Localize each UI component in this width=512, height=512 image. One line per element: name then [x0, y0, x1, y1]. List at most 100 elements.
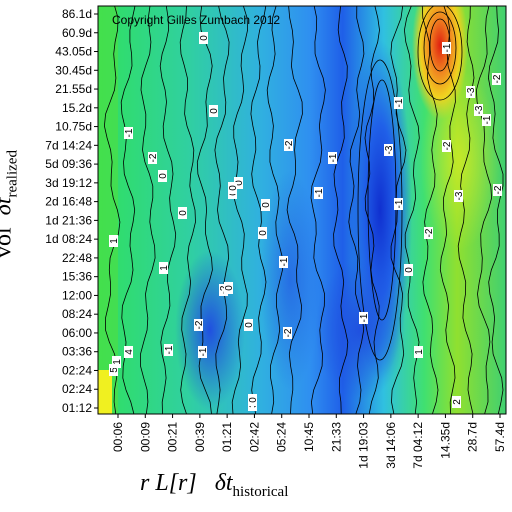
x-tick-label: 02:42	[247, 422, 261, 452]
x-tick-label: 7d 04:12	[411, 422, 425, 469]
contour-label: 0	[199, 32, 210, 44]
svg-text:-2: -2	[148, 153, 159, 162]
contour-line	[250, 6, 267, 414]
svg-text:-2: -2	[424, 228, 435, 237]
svg-text:1: 1	[414, 349, 425, 355]
x-tick-label: 1d 19:03	[357, 422, 371, 469]
contour-ring	[423, 11, 457, 85]
contour-label: 0	[158, 170, 169, 182]
svg-text:4: 4	[124, 349, 135, 355]
svg-text:0: 0	[244, 322, 255, 328]
contour-label: 0	[404, 264, 415, 276]
contour-label: -1	[164, 344, 175, 356]
svg-text:-2: -2	[493, 185, 504, 194]
svg-text:0: 0	[404, 267, 415, 273]
contour-line	[348, 6, 365, 414]
svg-text:-1: -1	[328, 153, 339, 162]
x-tick-label: 14.35d	[438, 422, 452, 459]
x-tick-label: 00:21	[166, 422, 180, 452]
contour-label: -2	[442, 140, 453, 152]
contour-label: 0	[178, 207, 189, 219]
contour-line	[333, 6, 349, 414]
x-tick-label: 00:06	[111, 422, 125, 452]
contour-line	[310, 6, 326, 414]
contour-label: 0	[261, 199, 272, 211]
contour-label: -2	[284, 139, 295, 151]
svg-text:5: 5	[109, 367, 120, 373]
y-tick-label: 02:24	[62, 363, 92, 377]
y-tick-label: 22:48	[62, 251, 92, 265]
contour-label: -1	[482, 114, 493, 126]
x-tick-label: 05:24	[275, 422, 289, 452]
y-tick-label: 03:36	[62, 345, 92, 359]
y-tick-label: 43.05d	[55, 45, 92, 59]
y-tick-label: 21.55d	[55, 82, 92, 96]
x-tick-label: 00:39	[193, 422, 207, 452]
svg-text:-2: -2	[442, 141, 453, 150]
svg-text:-1: -1	[314, 188, 325, 197]
svg-text:0: 0	[258, 230, 269, 236]
contour-ring	[417, 6, 463, 101]
contour-label: -1	[359, 312, 370, 324]
contour-line	[421, 6, 439, 414]
svg-text:0: 0	[158, 173, 169, 179]
y-tick-label: 08:24	[62, 307, 92, 321]
y-tick-label: 2d 16:48	[45, 195, 92, 209]
x-tick-label: 10:45	[302, 422, 316, 452]
y-tick-label: 7d 14:24	[45, 138, 92, 152]
copyright-text: Copyright Gilles Zumbach 2012	[112, 13, 280, 27]
y-tick-label: 15:36	[62, 270, 92, 284]
contour-label: -2	[424, 227, 435, 239]
svg-text:0: 0	[234, 180, 245, 186]
contour-label: -1	[328, 152, 339, 164]
contour-label: -3	[384, 144, 395, 156]
contour-label: -1	[124, 127, 135, 139]
svg-text:1: 1	[109, 238, 120, 244]
y-tick-label: 10.75d	[55, 120, 92, 134]
svg-text:-1: -1	[279, 257, 290, 266]
x-axis-ticks: 00:06 00:09 00:21 00:39 01:21 02:42 05:24 10:45…	[111, 414, 507, 469]
contour-label: 5	[109, 364, 120, 376]
contour-label: -1	[279, 256, 290, 268]
svg-text:0: 0	[228, 185, 239, 191]
contour-line	[179, 6, 196, 414]
svg-text:0: 0	[209, 108, 220, 114]
svg-text:-1: -1	[124, 128, 135, 137]
contour-line	[364, 6, 380, 414]
y-tick-label: 3d 19:12	[45, 176, 92, 190]
y-tick-label: 02:24	[62, 382, 92, 396]
contour-label: -1	[198, 346, 209, 358]
svg-text:-2: -2	[283, 328, 294, 337]
svg-text:2: 2	[452, 399, 463, 405]
svg-text:-3: -3	[454, 191, 465, 200]
contour-label: 0	[224, 282, 235, 294]
contour-labels: 00-2000000-1-2-1-10-2-2-1-1-2-1-1-2-1-1-…	[109, 32, 504, 411]
svg-text:-2: -2	[492, 74, 503, 83]
contour-line	[475, 6, 493, 414]
contour-label: 0	[244, 319, 255, 331]
contour-line	[457, 6, 475, 414]
contour-line	[140, 6, 156, 414]
y-axis-label: vol δtrealized	[0, 150, 21, 258]
y-tick-label: 5d 09:36	[45, 157, 92, 171]
svg-text:-1: -1	[198, 347, 209, 356]
contour-label: 2	[452, 396, 463, 408]
contour-label: -2	[194, 319, 205, 331]
contour-label: 1	[414, 346, 425, 358]
x-tick-label: 00:09	[138, 422, 152, 452]
svg-text:-1: -1	[394, 98, 405, 107]
contour-line	[103, 6, 121, 414]
svg-text:-1: -1	[442, 43, 453, 52]
contour-label: 0	[248, 394, 259, 406]
x-tick-label: 28.7d	[466, 422, 480, 452]
contour-line	[231, 6, 249, 414]
svg-text:0: 0	[248, 397, 259, 403]
svg-text:-1: -1	[394, 199, 405, 208]
svg-text:-2: -2	[284, 140, 295, 149]
contour-label: -2	[283, 327, 294, 339]
contour-line	[266, 6, 283, 414]
contour-label: -3	[466, 86, 477, 98]
contour-line	[214, 6, 230, 414]
svg-text:-3: -3	[466, 87, 477, 96]
